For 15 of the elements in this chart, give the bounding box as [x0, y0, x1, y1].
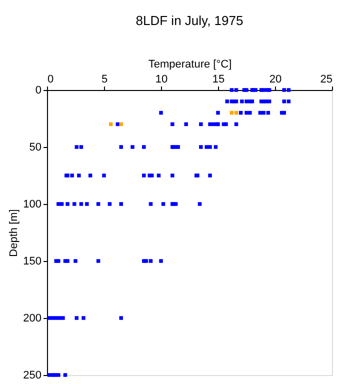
y-tick-label: 200	[23, 312, 42, 324]
x-axis-title: Temperature [°C]	[148, 58, 232, 70]
x-tick-label: 15	[212, 74, 225, 86]
x-tick-label: 20	[269, 74, 282, 86]
x-tick-label: 25	[320, 74, 332, 86]
y-tick-label: 100	[23, 198, 42, 210]
x-tick-label: 0	[48, 74, 54, 86]
y-tick-label: 50	[29, 142, 42, 154]
y-tick-label: 0	[35, 84, 42, 96]
y-tick-label: 250	[23, 370, 42, 382]
x-tick-label: 5	[101, 74, 108, 86]
y-tick-label: 150	[23, 256, 42, 268]
y-axis-title: Depth [m]	[8, 209, 20, 257]
chart-title: 8LDF in July, 1975	[136, 13, 244, 28]
x-tick-label: 10	[155, 74, 168, 86]
